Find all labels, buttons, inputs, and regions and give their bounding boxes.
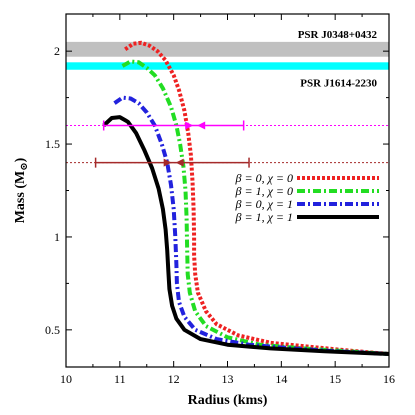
legend: β = 0, χ = 0β = 1, χ = 0β = 0, χ = 1β = … bbox=[235, 171, 379, 224]
y-axis-label-main: Mass (M bbox=[13, 171, 28, 224]
y-tick-label-2: 1.5 bbox=[45, 137, 60, 151]
x-tick-label-1: 11 bbox=[114, 372, 126, 386]
band-label-psr-j1614: PSR J1614-2230 bbox=[300, 78, 377, 90]
errbar-arrow-right-1 bbox=[175, 158, 184, 167]
legend-label-2: β = 0, χ = 1 bbox=[235, 197, 293, 211]
legend-label-1: β = 1, χ = 0 bbox=[235, 184, 293, 198]
errbar-arrow-left-1 bbox=[163, 158, 172, 167]
reference-lines bbox=[66, 124, 389, 164]
legend-label-0: β = 0, χ = 0 bbox=[235, 171, 293, 185]
series-line-2 bbox=[113, 95, 390, 356]
x-tick-label-2: 12 bbox=[168, 372, 180, 386]
band-label-psr-j0348: PSR J0348+0432 bbox=[298, 29, 378, 41]
errbar-arrow-right-0 bbox=[197, 121, 206, 130]
series-line-1 bbox=[121, 59, 390, 356]
band-1 bbox=[66, 62, 389, 70]
x-axis-label: Radius (kms) bbox=[188, 393, 268, 408]
y-tick-label-0: 0.5 bbox=[45, 323, 60, 337]
x-tick-label-4: 14 bbox=[275, 372, 287, 386]
x-axis-ticks: 10 11 12 13 14 15 16 bbox=[60, 14, 395, 386]
x-tick-label-6: 16 bbox=[383, 372, 395, 386]
y-tick-label-1: 1 bbox=[54, 230, 60, 244]
y-axis-ticks: 0.5 1 1.5 2 bbox=[45, 44, 389, 337]
y-axis-label: Mass (M⊙) bbox=[13, 157, 30, 223]
band-0 bbox=[66, 41, 389, 57]
error-bars bbox=[94, 120, 250, 168]
x-tick-label-5: 15 bbox=[329, 372, 341, 386]
y-axis-label-sub: ⊙ bbox=[19, 162, 30, 170]
legend-label-3: β = 1, χ = 1 bbox=[235, 210, 293, 224]
series-line-0 bbox=[124, 40, 390, 356]
pulsar-bands bbox=[66, 41, 389, 70]
errbar-arrow-left-0 bbox=[185, 121, 194, 130]
y-tick-label-3: 2 bbox=[54, 44, 60, 58]
series-line-3 bbox=[102, 115, 390, 356]
y-axis-label-close: ) bbox=[13, 157, 28, 162]
x-tick-label-3: 13 bbox=[222, 372, 234, 386]
x-tick-label-0: 10 bbox=[60, 372, 72, 386]
